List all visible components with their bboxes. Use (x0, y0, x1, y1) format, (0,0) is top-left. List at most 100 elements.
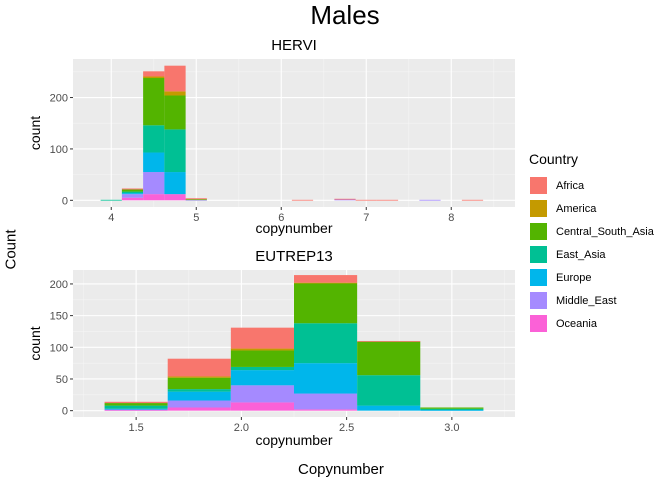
x-axis-label: copynumber (255, 220, 332, 236)
legend-label: Oceania (556, 317, 597, 330)
bar-east-asia (294, 323, 358, 364)
y-tick-label: 200 (50, 93, 68, 105)
bar-africa (104, 401, 168, 404)
x-tick-label: 2.0 (234, 422, 249, 434)
bar-oceania (294, 409, 358, 411)
bar-east-asia (100, 199, 122, 201)
bar-america (167, 376, 231, 378)
bar-europe (143, 152, 165, 173)
bar-east-asia (167, 389, 231, 392)
bar-central-south-asia (143, 78, 165, 126)
legend-swatch (529, 314, 548, 333)
bar-oceania (230, 402, 294, 411)
bar-africa (355, 199, 377, 201)
x-tick-label: 3.0 (444, 422, 459, 434)
outer-x-axis-label: Copynumber (298, 461, 384, 478)
y-axis-label: count (27, 116, 43, 150)
legend-item-oceania: Oceania (529, 312, 654, 335)
bar-europe (357, 405, 421, 411)
bar-africa (334, 198, 356, 200)
bar-middle-east (230, 385, 294, 403)
y-tick-label: 0 (62, 195, 68, 207)
x-tick-label: 1.5 (128, 422, 143, 434)
y-tick-label: 100 (50, 342, 68, 354)
bar-africa (230, 327, 294, 349)
legend-swatch (529, 245, 548, 264)
legend-label: Europe (556, 271, 592, 284)
legend-swatch (529, 176, 548, 195)
bar-america (143, 76, 165, 79)
y-tick-label: 150 (50, 311, 68, 323)
bar-africa (461, 199, 484, 201)
panel-title-hervi: HERVI (271, 37, 317, 54)
x-tick-label: 5 (193, 212, 199, 224)
bar-africa (167, 358, 231, 377)
bar-africa (143, 71, 165, 77)
bar-africa (294, 275, 358, 283)
bar-africa (185, 198, 207, 200)
x-tick-label: 7 (363, 212, 369, 224)
bar-east-asia (230, 366, 294, 371)
bar-oceania (104, 410, 168, 411)
bar-africa (164, 65, 186, 92)
bar-africa (291, 199, 314, 201)
bar-middle-east (167, 400, 231, 408)
y-tick-label: 0 (62, 406, 68, 418)
bar-east-asia (357, 375, 421, 406)
legend-swatch (529, 222, 548, 241)
bar-oceania (167, 407, 231, 411)
legend-item-central-south-asia: Central_South_Asia (529, 220, 654, 243)
x-tick-label: 8 (448, 212, 454, 224)
bar-america (294, 282, 358, 284)
legend-swatch (529, 199, 548, 218)
bar-east-asia (104, 405, 168, 409)
x-tick-label: 2.5 (339, 422, 354, 434)
y-tick-label: 50 (56, 374, 68, 386)
legend-item-middle-east: Middle_East (529, 289, 654, 312)
figure-title: Males (310, 0, 380, 30)
bar-central-south-asia (121, 189, 144, 192)
legend-label: Africa (556, 179, 585, 192)
bar-europe (294, 363, 358, 394)
bar-central-south-asia (420, 407, 484, 409)
legend-item-europe: Europe (529, 266, 654, 289)
legend: Country Africa America Central_South_Asia E… (529, 151, 654, 335)
bar-europe (420, 410, 484, 411)
legend-label: East_Asia (556, 248, 606, 261)
bar-oceania (121, 197, 144, 201)
y-tick-label: 100 (50, 144, 68, 156)
bar-africa (376, 199, 399, 201)
x-tick-label: 6 (278, 212, 284, 224)
bar-central-south-asia (294, 283, 358, 324)
bar-middle-east (104, 409, 168, 411)
legend-label: Middle_East (556, 294, 617, 307)
bar-middle-east (334, 199, 356, 201)
legend-swatch (529, 291, 548, 310)
bar-middle-east (419, 199, 441, 201)
y-tick-label: 200 (50, 279, 68, 291)
bar-europe (230, 370, 294, 386)
x-tick-label: 4 (108, 212, 114, 224)
bar-middle-east (121, 194, 144, 198)
bar-america (164, 91, 186, 96)
bar-europe (164, 172, 186, 195)
legend-title: Country (529, 151, 579, 167)
legend-item-africa: Africa (529, 174, 654, 197)
legend-item-america: America (529, 197, 654, 220)
legend-label: America (556, 202, 597, 215)
bar-middle-east (294, 393, 358, 410)
bar-middle-east (185, 199, 207, 201)
legend-swatch (529, 268, 548, 287)
bar-europe (104, 408, 168, 410)
legend-item-east-asia: East_Asia (529, 243, 654, 266)
legend-label: Central_South_Asia (556, 225, 654, 238)
bar-oceania (143, 194, 165, 201)
bar-central-south-asia (104, 403, 168, 406)
bar-central-south-asia (357, 341, 421, 376)
bar-africa (357, 340, 421, 342)
bar-africa (121, 188, 144, 190)
bar-europe (167, 391, 231, 401)
bar-europe (121, 193, 144, 195)
bar-east-asia (164, 129, 186, 173)
